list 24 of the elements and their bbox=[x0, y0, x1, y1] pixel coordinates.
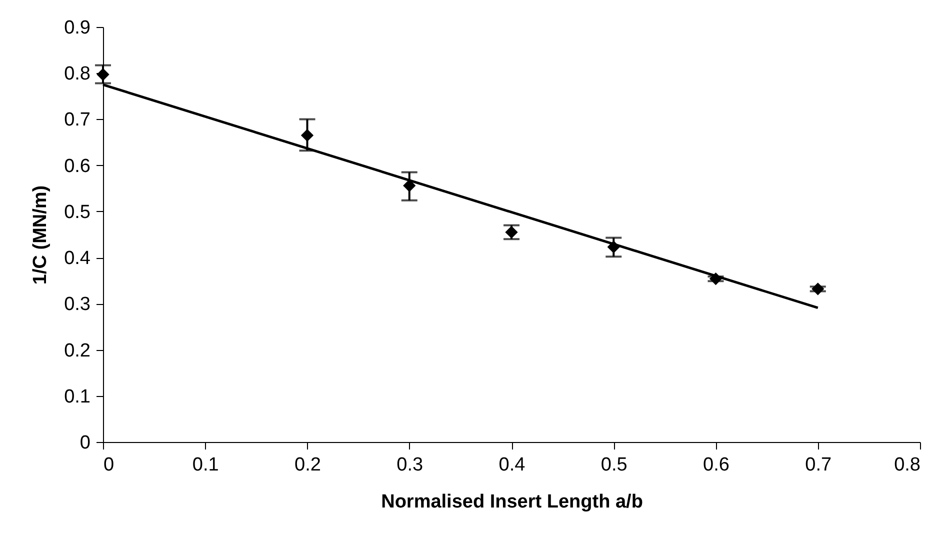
x-tick-label: 0.7 bbox=[805, 454, 832, 476]
y-tick-label: 0.6 bbox=[64, 156, 90, 177]
point bbox=[300, 129, 314, 142]
x-tick-label: 0 bbox=[104, 454, 114, 476]
x-tick-label: 0.6 bbox=[703, 454, 730, 476]
x-axis-title: Normalised Insert Length a/b bbox=[381, 492, 643, 512]
point bbox=[812, 282, 824, 296]
y-tick-label: 0.7 bbox=[64, 110, 90, 131]
y-tick-label: 0.2 bbox=[64, 340, 90, 362]
x-tick-label: 0.4 bbox=[498, 454, 526, 476]
x-tick-label: 0.8 bbox=[894, 454, 920, 476]
x-tick-label: 0.3 bbox=[396, 454, 424, 476]
point bbox=[96, 68, 110, 81]
y-tick-label: 0.4 bbox=[64, 248, 91, 270]
y-tick-label: 0.8 bbox=[64, 64, 90, 85]
y-tick-label: 0 bbox=[80, 432, 90, 454]
y-tick-label: 0.3 bbox=[64, 294, 90, 316]
y-tick-label: 0.5 bbox=[64, 202, 90, 223]
x-tick-label: 0.1 bbox=[192, 454, 219, 476]
y-tick-label: 0.1 bbox=[64, 386, 90, 408]
x-tick-label: 0.2 bbox=[294, 454, 321, 476]
x-tick-label: 0.5 bbox=[600, 454, 628, 476]
y-tick-label: 0.9 bbox=[64, 18, 90, 38]
y-axis-title: 1/C (MN/m) bbox=[30, 185, 52, 285]
